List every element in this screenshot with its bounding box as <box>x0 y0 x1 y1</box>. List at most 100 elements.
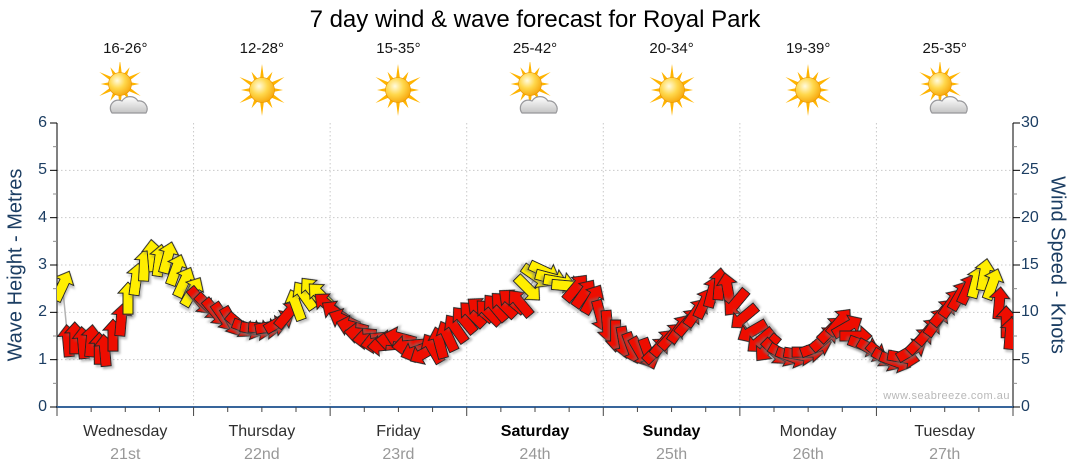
sun-icon <box>649 64 695 116</box>
wind-arrow <box>981 268 1005 302</box>
wind-arrow <box>904 328 932 357</box>
temperature-range: 25-35° <box>922 40 967 57</box>
wind-arrow <box>974 258 997 292</box>
wind-arrow <box>550 275 585 298</box>
wind-arrow <box>864 340 894 367</box>
temperature-range: 12-28° <box>239 40 285 57</box>
wave-height-tick-label: 2 <box>38 303 47 321</box>
chart-title: 7 day wind & wave forecast for Royal Par… <box>309 6 761 33</box>
axes <box>50 122 1020 416</box>
wind-arrow <box>172 266 196 300</box>
wind-arrow <box>570 279 596 311</box>
wind-arrow <box>57 270 75 304</box>
wind-arrow <box>262 309 295 335</box>
wind-arrow <box>101 318 125 352</box>
wind-arrow <box>93 333 116 368</box>
sun-cloud-icon <box>509 62 558 114</box>
wind-arrow <box>427 326 449 360</box>
temperature-range: 20-34° <box>649 40 694 57</box>
gridlines <box>57 123 1013 407</box>
wind-arrow <box>164 253 188 288</box>
wind-arrow <box>846 334 880 358</box>
wind-arrow <box>420 333 446 366</box>
day-date-label: 21st <box>110 446 141 463</box>
wind-arrow <box>579 284 605 317</box>
wind-speed-tick-label: 10 <box>1021 303 1039 321</box>
wind-arrow <box>913 318 940 348</box>
watermark-text: www.seabreeze.com.au <box>883 390 1010 402</box>
wind-arrow <box>782 344 817 367</box>
wind-arrow <box>855 337 887 363</box>
wind-arrow <box>80 324 103 358</box>
wind-arrow <box>223 310 253 338</box>
day-date-label: 24th <box>519 446 551 463</box>
sun-icon <box>239 64 285 116</box>
wind-arrow <box>512 273 541 301</box>
wind-arrow <box>383 325 418 348</box>
wind-arrow <box>71 325 94 360</box>
wind-arrow <box>141 238 164 273</box>
wind-arrow <box>149 243 172 278</box>
wind-arrow <box>491 292 520 321</box>
wind-arrow <box>542 271 577 294</box>
wind-arrow <box>870 346 902 372</box>
wind-arrow <box>715 272 738 306</box>
wind-arrow <box>604 319 627 353</box>
wind-arrow <box>692 287 717 321</box>
wind-arrow <box>133 248 156 282</box>
wind-arrow <box>335 314 370 337</box>
wind-arrow <box>116 281 140 315</box>
wind-arrow <box>400 340 434 364</box>
wind-arrow <box>747 325 777 353</box>
wind-arrow <box>774 345 808 369</box>
wind-arrow <box>308 283 337 311</box>
wind-arrow <box>737 318 770 344</box>
wind-arrow <box>239 319 273 342</box>
wind-arrow <box>815 317 844 345</box>
wind-arrow <box>759 336 788 364</box>
wind-arrow <box>57 324 79 358</box>
wind-arrow <box>209 300 236 331</box>
wind-arrow <box>247 317 282 340</box>
wind-arrow <box>946 280 972 313</box>
day-date-label: 27th <box>929 446 961 463</box>
wind-arrow <box>435 320 460 354</box>
temperature-range: 16-26° <box>103 40 148 57</box>
wind-speed-tick-label: 0 <box>1021 398 1030 415</box>
wind-arrow <box>928 299 955 329</box>
wind-arrow <box>561 274 588 304</box>
wind-trend-line <box>61 254 1012 363</box>
wind-arrow <box>682 298 708 329</box>
wind-arrow <box>158 241 180 275</box>
wind-arrow <box>791 340 825 364</box>
wind-arrow <box>591 298 613 333</box>
wind-arrow-series <box>57 238 1013 374</box>
wind-arrow <box>648 329 675 359</box>
wind-arrow <box>483 294 511 324</box>
wind-arrow <box>200 296 227 326</box>
wave-height-tick-label: 5 <box>38 161 47 179</box>
wind-arrow <box>988 286 1011 320</box>
wind-arrow <box>476 300 505 328</box>
wind-arrow <box>724 286 751 316</box>
wave-height-tick-label: 1 <box>38 350 47 368</box>
sun-cloud-icon <box>919 62 968 114</box>
wind-arrow <box>230 317 264 341</box>
wind-arrow <box>360 332 394 355</box>
wind-arrow <box>656 323 683 352</box>
day-name-label: Friday <box>376 423 421 440</box>
wind-arrow <box>527 259 560 284</box>
wind-arrow <box>886 347 921 370</box>
wind-speed-tick-label: 25 <box>1021 161 1039 179</box>
wind-arrow <box>640 338 669 366</box>
wind-arrow <box>519 262 551 289</box>
wind-arrow <box>498 289 528 316</box>
wind-arrow <box>292 281 319 312</box>
day-date-label: 22nd <box>244 446 280 463</box>
wind-arrow <box>366 334 401 357</box>
wave-height-tick-label: 0 <box>38 398 47 415</box>
wind-arrow <box>110 303 133 337</box>
wind-arrow <box>272 301 300 331</box>
temperature-range: 19-39° <box>785 40 831 57</box>
